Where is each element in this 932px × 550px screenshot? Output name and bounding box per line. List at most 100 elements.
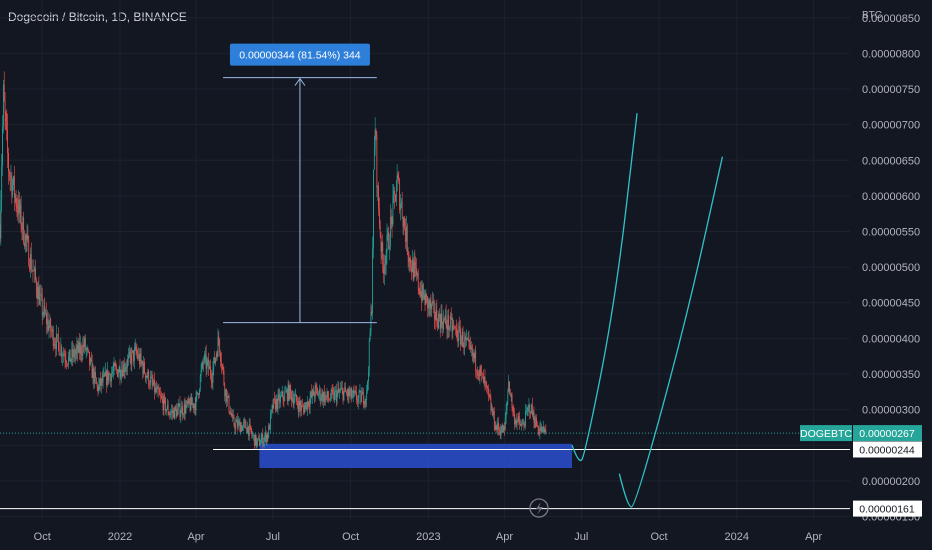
line-price-tag-box [853,500,922,517]
candle-body [19,199,20,214]
candle-body [16,205,18,208]
candle-body [401,201,403,218]
candle-body [97,386,99,392]
candle-body [90,358,92,361]
line-price-tag-box [853,441,922,458]
candle-body [137,353,139,359]
candle-body [65,359,67,363]
candle-body [488,393,490,397]
candle-body [367,381,368,391]
candle-body [86,347,88,350]
candle-body [205,353,207,369]
candle-body [26,235,28,240]
candle-body [250,425,252,432]
candle-body [483,377,485,384]
y-tick-label: 0.00000200 [862,476,920,488]
candle-body [167,405,169,414]
candle-body [384,264,385,274]
candle-body [407,252,409,257]
candle-body [5,113,7,122]
candle-body [298,400,300,412]
candles-layer [0,71,547,450]
candle-body [46,319,48,325]
candle-body [313,389,314,396]
candle-body [326,391,328,397]
candle-body [427,296,428,309]
candle-body [461,331,463,339]
candle-body [412,259,414,280]
candle-body [305,402,307,406]
candle-body [278,394,280,395]
candle-body [378,208,380,226]
candle-body [490,399,492,411]
candle-body [389,216,391,247]
candle-body [193,404,195,409]
candle-body [119,366,121,378]
candle-body [411,259,413,273]
candle-body [328,398,330,400]
candle-body [306,402,308,410]
candle-body [511,394,513,409]
candle-body [33,270,35,272]
candle-body [421,291,423,301]
candle-body [379,225,381,236]
candle-body [468,339,470,341]
candle-body [473,353,475,359]
candle-body [254,434,256,446]
candle-body [433,302,435,319]
candle-body [279,394,281,403]
candle-body [339,391,341,392]
candle-body [166,405,168,410]
candle-body [543,426,545,433]
candle-body [30,253,31,270]
candle-body [269,414,271,430]
y-tick-label: 0.00000500 [862,262,920,274]
lightning-icon[interactable] [529,498,549,518]
candle-body [253,434,255,446]
candle-body [129,351,131,356]
candle-body [82,344,84,356]
candle-body [128,351,130,356]
candle-body [96,383,98,387]
candle-body [463,346,465,348]
candle-body [117,372,119,377]
candle-body [135,346,137,352]
candle-body [138,354,139,359]
candle-body [67,364,68,365]
candle-body [73,349,74,358]
candle-body [23,217,25,244]
candle-body [520,424,522,427]
candle-body [1,165,3,202]
drawings-layer[interactable]: 0.00000344 (81.54%) 344 [0,43,850,510]
candle-body [248,426,249,436]
candle-body [323,392,325,402]
candle-body [99,378,101,385]
candle-body [393,190,395,197]
candle-body [68,357,69,365]
candle-body [319,389,321,401]
candle-body [201,362,203,371]
candle-body [529,405,531,413]
candle-body [89,351,90,365]
candle-body [414,261,416,266]
candle-body [15,195,17,206]
candle-body [41,296,43,316]
candle-body [537,427,539,433]
candle-body [181,406,183,414]
candle-body [454,326,455,328]
candle-body [39,294,41,305]
candle-body [148,371,150,386]
candle-body [273,398,275,409]
candle-body [203,361,205,364]
candle-body [189,403,191,411]
candle-body [503,426,504,433]
candle-body [295,394,297,397]
candle-body [152,382,154,385]
candle-body [204,354,205,362]
candle-body [45,313,47,314]
candle-body [133,350,134,362]
candle-body [510,394,512,396]
candle-body [30,253,32,271]
candle-body [354,391,356,393]
